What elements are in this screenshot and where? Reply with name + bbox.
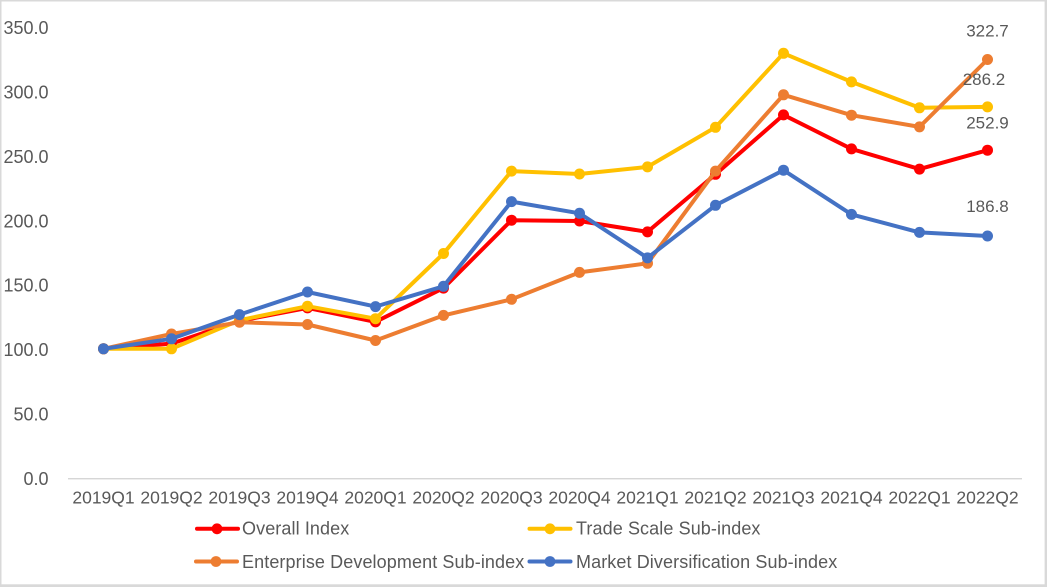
svg-text:2020Q3: 2020Q3 bbox=[480, 488, 542, 508]
svg-text:200.0: 200.0 bbox=[3, 211, 48, 231]
svg-text:252.9: 252.9 bbox=[966, 113, 1009, 132]
svg-text:150.0: 150.0 bbox=[3, 276, 48, 296]
svg-text:300.0: 300.0 bbox=[3, 82, 48, 102]
svg-text:2020Q2: 2020Q2 bbox=[412, 488, 474, 508]
svg-text:2021Q2: 2021Q2 bbox=[684, 488, 746, 508]
svg-text:Market Diversification Sub-ind: Market Diversification Sub-index bbox=[576, 552, 837, 572]
svg-text:2019Q2: 2019Q2 bbox=[140, 488, 202, 508]
svg-text:50.0: 50.0 bbox=[13, 405, 48, 425]
svg-text:Trade Scale Sub-index: Trade Scale Sub-index bbox=[576, 519, 761, 539]
svg-text:322.7: 322.7 bbox=[966, 22, 1009, 41]
svg-text:2020Q4: 2020Q4 bbox=[548, 488, 611, 508]
svg-text:2019Q1: 2019Q1 bbox=[72, 488, 134, 508]
svg-text:250.0: 250.0 bbox=[3, 147, 48, 167]
svg-text:2022Q2: 2022Q2 bbox=[956, 488, 1018, 508]
svg-text:350.0: 350.0 bbox=[3, 18, 48, 38]
svg-text:2019Q3: 2019Q3 bbox=[208, 488, 270, 508]
svg-text:2021Q4: 2021Q4 bbox=[820, 488, 883, 508]
svg-text:2019Q4: 2019Q4 bbox=[276, 488, 339, 508]
svg-text:2020Q1: 2020Q1 bbox=[344, 488, 406, 508]
svg-text:2022Q1: 2022Q1 bbox=[888, 488, 950, 508]
svg-text:186.8: 186.8 bbox=[966, 197, 1009, 216]
svg-text:Enterprise Development Sub-ind: Enterprise Development Sub-index bbox=[242, 552, 524, 572]
svg-text:2021Q3: 2021Q3 bbox=[752, 488, 814, 508]
svg-text:Overall Index: Overall Index bbox=[242, 519, 349, 539]
svg-text:100.0: 100.0 bbox=[3, 340, 48, 360]
svg-text:2021Q1: 2021Q1 bbox=[616, 488, 678, 508]
svg-text:286.2: 286.2 bbox=[963, 70, 1006, 89]
svg-text:0.0: 0.0 bbox=[23, 469, 48, 489]
